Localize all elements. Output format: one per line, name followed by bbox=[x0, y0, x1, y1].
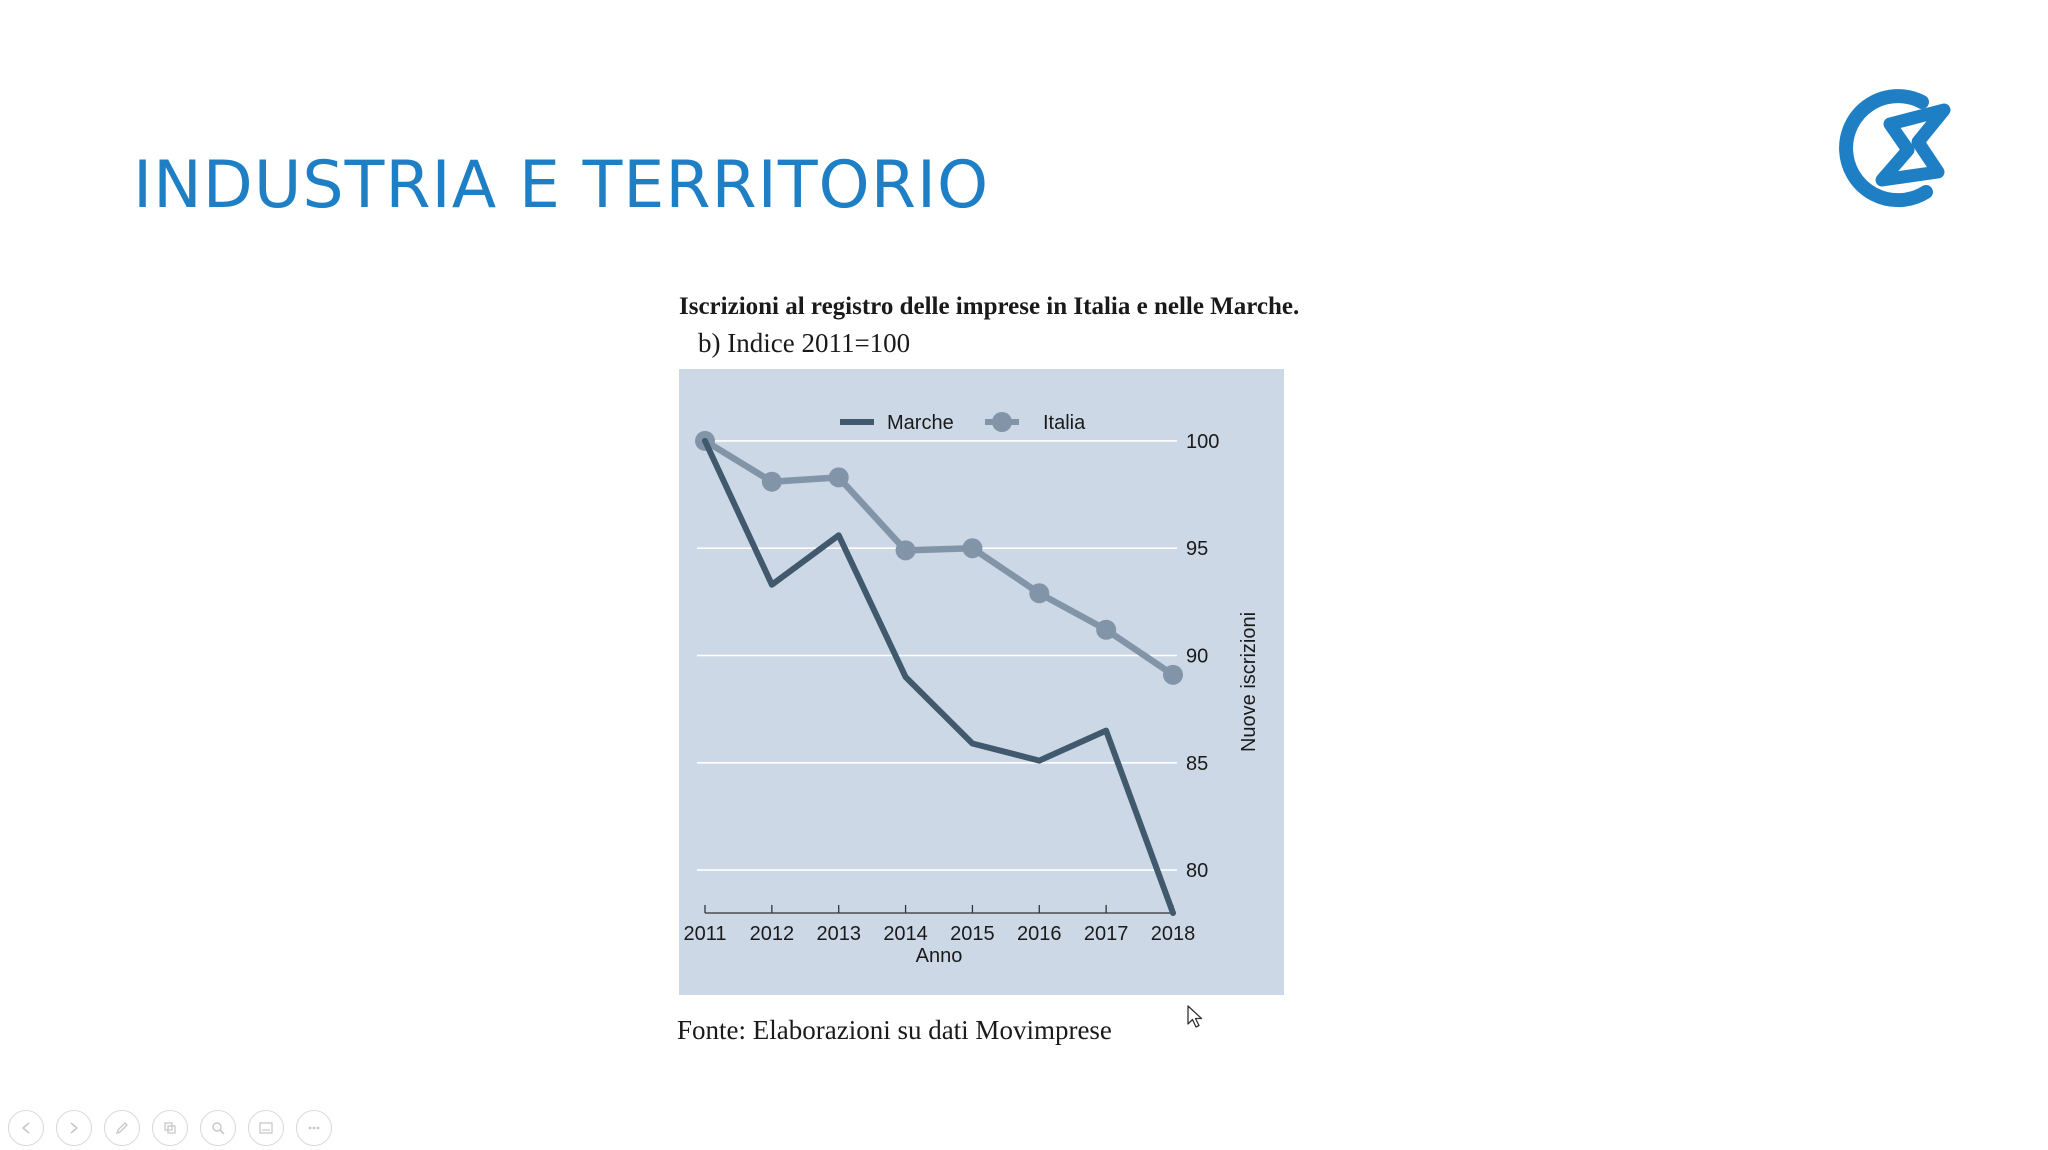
legend-label-italia: Italia bbox=[1043, 412, 1086, 434]
chart-subheading: b) Indice 2011=100 bbox=[698, 328, 911, 358]
series-point-italia bbox=[895, 540, 916, 561]
mouse-cursor-icon bbox=[1187, 1005, 1203, 1028]
line-chart-svg: 80 85 90 95 100 2011 2012 2013 2014 2015 2016 2017 2… bbox=[683, 412, 1260, 967]
series-point-italia bbox=[1096, 619, 1117, 640]
y-tick-label: 100 bbox=[1186, 431, 1219, 453]
line-chart: 80 85 90 95 100 2011 2012 2013 2014 2015 2016 2017 2… bbox=[679, 369, 1284, 995]
pen-tool-button[interactable] bbox=[104, 1110, 140, 1146]
legend-label-marche: Marche bbox=[887, 412, 954, 434]
y-tick-label: 85 bbox=[1186, 753, 1208, 775]
x-tick-label: 2017 bbox=[1084, 923, 1129, 945]
chart-heading: Iscrizioni al registro delle imprese in … bbox=[679, 293, 1300, 320]
x-tick-label: 2018 bbox=[1151, 923, 1196, 945]
x-tick-label: 2013 bbox=[816, 923, 861, 945]
screen-icon bbox=[259, 1122, 273, 1134]
x-tick-label: 2012 bbox=[750, 923, 795, 945]
arrow-left-icon bbox=[21, 1122, 30, 1134]
series-line-italia bbox=[701, 437, 1177, 679]
y-tick-label: 95 bbox=[1186, 538, 1208, 560]
series-point-italia bbox=[962, 538, 983, 559]
more-icon bbox=[308, 1126, 320, 1130]
x-axis-title: Anno bbox=[916, 945, 963, 967]
more-options-button[interactable] bbox=[296, 1110, 332, 1146]
slides-icon bbox=[164, 1122, 176, 1134]
x-tick-label: 2015 bbox=[950, 923, 995, 945]
x-tick-label: 2016 bbox=[1017, 923, 1061, 945]
series-point-italia bbox=[828, 467, 849, 488]
next-slide-button[interactable] bbox=[56, 1110, 92, 1146]
slides-overview-button[interactable] bbox=[152, 1110, 188, 1146]
subtitles-button[interactable] bbox=[248, 1110, 284, 1146]
magnifier-icon bbox=[212, 1122, 225, 1135]
y-tick-label: 80 bbox=[1186, 860, 1208, 882]
legend-marker-italia bbox=[992, 412, 1012, 432]
pen-icon bbox=[115, 1122, 128, 1135]
series-point-italia bbox=[1029, 583, 1050, 604]
chart-source-note: Fonte: Elaborazioni su dati Movimprese bbox=[677, 1015, 1112, 1045]
zoom-button[interactable] bbox=[200, 1110, 236, 1146]
y-tick-label: 90 bbox=[1186, 646, 1208, 668]
x-tick-label: 2011 bbox=[683, 923, 726, 945]
slide-title: INDUSTRIA E TERRITORIO bbox=[133, 148, 990, 223]
arrow-right-icon bbox=[70, 1122, 79, 1134]
previous-slide-button[interactable] bbox=[8, 1110, 44, 1146]
series-point-italia bbox=[1163, 664, 1183, 685]
y-axis-title: Nuove iscrizioni bbox=[1238, 612, 1260, 752]
presentation-toolbar bbox=[8, 1110, 332, 1150]
x-tick-label: 2014 bbox=[883, 923, 928, 945]
series-point-italia bbox=[761, 471, 782, 492]
series-line-marche bbox=[702, 437, 1176, 916]
brand-logo-icon bbox=[1839, 89, 1951, 208]
